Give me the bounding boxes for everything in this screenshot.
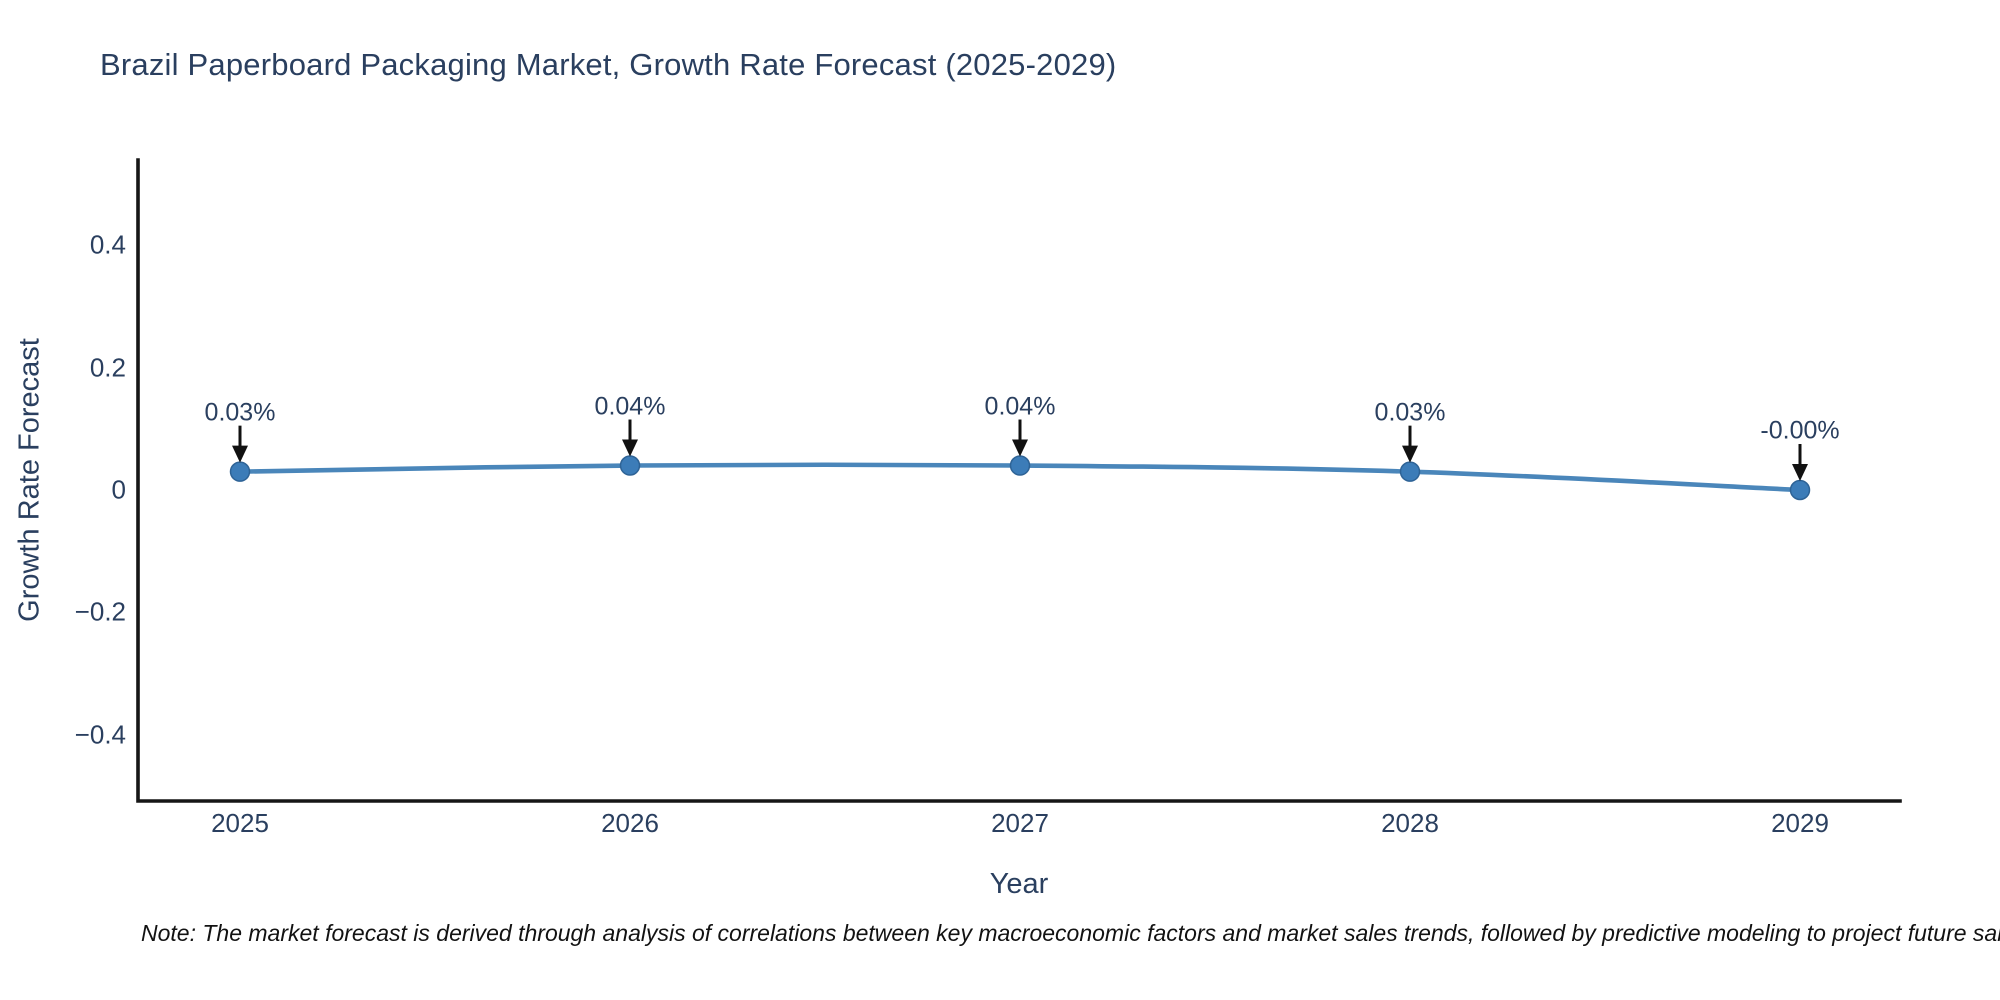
- annotation-arrowhead: [1012, 439, 1028, 457]
- annotation-arrows: [232, 419, 1808, 481]
- x-tick-label: 2027: [991, 808, 1049, 838]
- y-tick-label: −0.2: [74, 596, 126, 627]
- data-point-marker: [1789, 479, 1811, 501]
- line-series: [229, 455, 1811, 501]
- y-tick-label: −0.4: [74, 719, 126, 750]
- axis-spines: [136, 158, 1902, 803]
- annotation-arrowhead: [232, 445, 248, 463]
- x-axis-title: Year: [989, 868, 1049, 900]
- point-value-label: 0.04%: [594, 392, 666, 421]
- point-value-label: 0.03%: [1374, 398, 1446, 427]
- x-tick-label: 2025: [211, 808, 269, 838]
- x-tick-label: 2029: [1771, 808, 1829, 838]
- axes-layer: [136, 158, 1902, 803]
- x-tick-label: 2028: [1381, 808, 1439, 838]
- chart-title: Brazil Paperboard Packaging Market, Grow…: [100, 47, 1117, 82]
- point-value-label: -0.00%: [1760, 416, 1840, 445]
- x-tick-label: 2026: [601, 808, 659, 838]
- annotation-arrowhead: [1792, 464, 1808, 481]
- data-point-marker: [619, 455, 641, 476]
- data-point-marker: [229, 461, 251, 482]
- y-tick-label: 0.4: [89, 229, 126, 260]
- data-point-marker: [1399, 461, 1421, 482]
- y-tick-label: 0.2: [89, 352, 126, 383]
- footnote: Note: The market forecast is derived thr…: [141, 920, 2000, 946]
- point-value-label: 0.03%: [204, 398, 276, 427]
- annotation-arrowhead: [1402, 445, 1418, 463]
- annotation-arrowhead: [622, 439, 638, 457]
- point-value-label: 0.04%: [984, 392, 1056, 421]
- data-point-marker: [1009, 455, 1031, 476]
- y-tick-label: 0: [111, 474, 126, 505]
